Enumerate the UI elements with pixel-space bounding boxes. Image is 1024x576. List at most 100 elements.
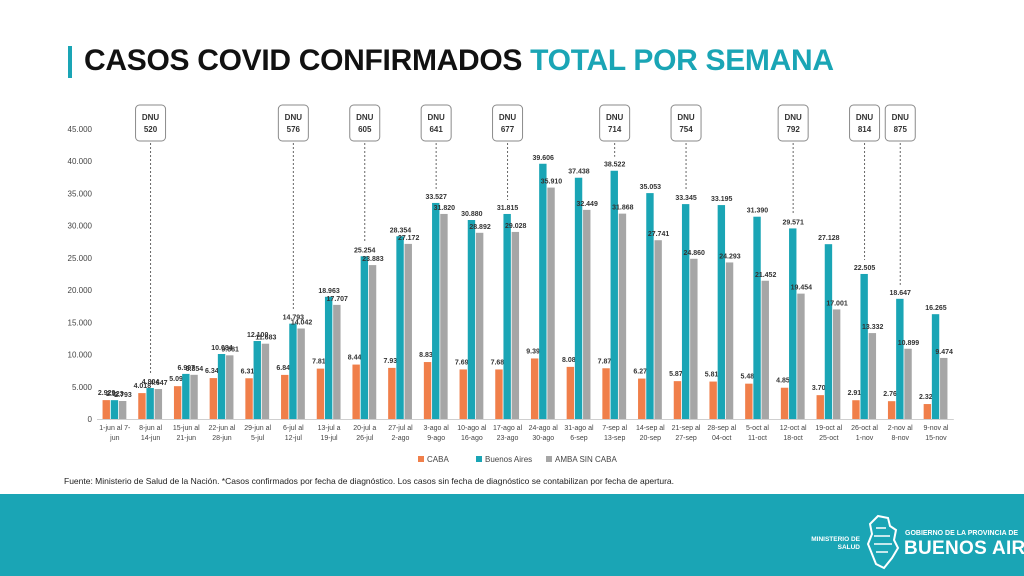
x-tick-label-line-1: 22-jun al (209, 425, 236, 432)
bar-buenos-aires (896, 298, 904, 419)
legend-swatch (546, 456, 552, 462)
dnu-label: DNU (784, 113, 802, 122)
bar-amba-sin-caba (261, 343, 270, 419)
x-tick-label-line-1: 10-ago al (457, 425, 487, 432)
bar-caba (673, 381, 682, 419)
x-tick-label-line-2: 23-ago (497, 435, 519, 442)
data-label: 7.872 (598, 358, 616, 365)
x-tick-label-line-2: 5-jul (251, 435, 265, 442)
x-tick-label-line-2: 14-jun (141, 435, 161, 442)
bar-caba (459, 369, 467, 419)
bar-caba (780, 387, 789, 419)
data-label: 8.837 (419, 352, 437, 359)
data-label: 31.868 (612, 205, 634, 212)
dnu-box (349, 104, 381, 142)
y-tick-label: 35.000 (68, 189, 93, 198)
page-title: CASOS COVID CONFIRMADOS TOTAL POR SEMANA (84, 44, 834, 78)
data-label: 17.001 (826, 300, 848, 307)
bar-amba-sin-caba (475, 232, 484, 419)
x-tick-label-line-2: jun (109, 435, 119, 442)
bar-amba-sin-caba (440, 213, 448, 419)
source-footnote: Fuente: Ministerio de Salud de la Nación… (64, 476, 674, 486)
bar-caba (352, 364, 360, 419)
data-label: 37.438 (568, 169, 590, 176)
x-tick-label-line-2: 9-ago (427, 435, 445, 442)
bar-caba (388, 367, 396, 419)
bar-caba (423, 362, 432, 419)
bar-buenos-aires (253, 341, 261, 419)
x-tick-label-line-1: 13-jul a (318, 425, 341, 432)
bar-amba-sin-caba (368, 265, 377, 419)
x-tick-label-line-2: 28-jun (212, 435, 232, 442)
x-tick-label-line-1: 29-jun al (244, 425, 271, 432)
data-label: 19.454 (791, 285, 813, 292)
bar-buenos-aires (574, 177, 583, 419)
data-label: 8.089 (562, 357, 580, 364)
data-label: 2.793 (114, 392, 132, 399)
dnu-label: DNU (142, 113, 160, 122)
data-label: 9.394 (526, 348, 544, 355)
title-part-1: CASOS COVID CONFIRMADOS (84, 44, 523, 77)
data-label: 13.332 (862, 324, 884, 331)
bar-amba-sin-caba (690, 258, 698, 419)
data-label: 12.100 (247, 332, 269, 339)
x-tick-label-line-2: 30-ago (532, 435, 554, 442)
x-tick-label-line-1: 31-ago al (564, 425, 594, 432)
x-tick-label-line-1: 3-ago al (424, 425, 450, 432)
x-tick-label-line-2: 25-oct (819, 435, 839, 442)
bar-buenos-aires (289, 323, 297, 419)
y-tick-label: 30.000 (68, 222, 93, 231)
data-label: 30.880 (461, 211, 483, 218)
data-label: 6.347 (205, 368, 223, 375)
y-tick-label: 0 (88, 415, 93, 424)
bar-amba-sin-caba (618, 213, 627, 419)
data-label: 38.522 (604, 162, 626, 169)
bar-buenos-aires (396, 236, 404, 419)
data-label: 29.028 (505, 223, 527, 230)
dnu-annotation: DNU 754 (670, 104, 702, 191)
bar-buenos-aires (324, 296, 333, 419)
bar-buenos-aires (182, 373, 190, 419)
ministerio-salud-logo: MINISTERIO DE SALUD (796, 536, 860, 552)
x-tick-label-line-2: 16-ago (461, 435, 483, 442)
bar-buenos-aires (539, 163, 547, 419)
data-label: 4.804 (142, 379, 160, 386)
data-label: 5.095 (169, 376, 187, 383)
data-label: 33.195 (711, 196, 733, 203)
bar-amba-sin-caba (190, 374, 198, 419)
dnu-number: 641 (429, 125, 443, 134)
dnu-number: 754 (679, 125, 693, 134)
data-label: 4.853 (776, 378, 794, 385)
dnu-box (884, 104, 916, 142)
y-tick-label: 40.000 (68, 157, 93, 166)
data-label: 14.793 (283, 315, 305, 322)
bar-amba-sin-caba (333, 304, 341, 419)
province-map-icon (866, 514, 900, 570)
bar-caba (745, 383, 753, 419)
data-label: 29.571 (782, 219, 804, 226)
dnu-annotation: DNU 520 (135, 104, 167, 375)
dnu-box (492, 104, 524, 142)
data-label: 28.892 (469, 224, 491, 231)
bar-caba (138, 393, 146, 419)
x-tick-label-line-2: 15-nov (925, 435, 947, 442)
y-tick-label: 45.000 (68, 125, 93, 134)
data-label: 27.172 (398, 235, 420, 242)
legend-label: CABA (427, 455, 449, 464)
x-tick-label-line-1: 8-jun al (139, 425, 162, 432)
data-label: 4.018 (134, 383, 152, 390)
data-label: 7.931 (383, 358, 401, 365)
dnu-annotation: DNU 875 (884, 104, 916, 285)
bar-caba (638, 378, 646, 419)
dnu-box (777, 104, 809, 142)
data-label: 6.318 (241, 368, 259, 375)
data-label: 17.707 (327, 296, 349, 303)
x-tick-label-line-1: 7-sep al (602, 425, 627, 432)
data-label: 6.272 (633, 369, 651, 376)
dnu-label: DNU (856, 113, 874, 122)
data-label: 33.345 (675, 195, 697, 202)
data-label: 18.647 (890, 290, 912, 297)
bar-amba-sin-caba (511, 231, 520, 419)
dnu-number: 605 (358, 125, 372, 134)
x-tick-label-line-1: 15-jun al (173, 425, 200, 432)
